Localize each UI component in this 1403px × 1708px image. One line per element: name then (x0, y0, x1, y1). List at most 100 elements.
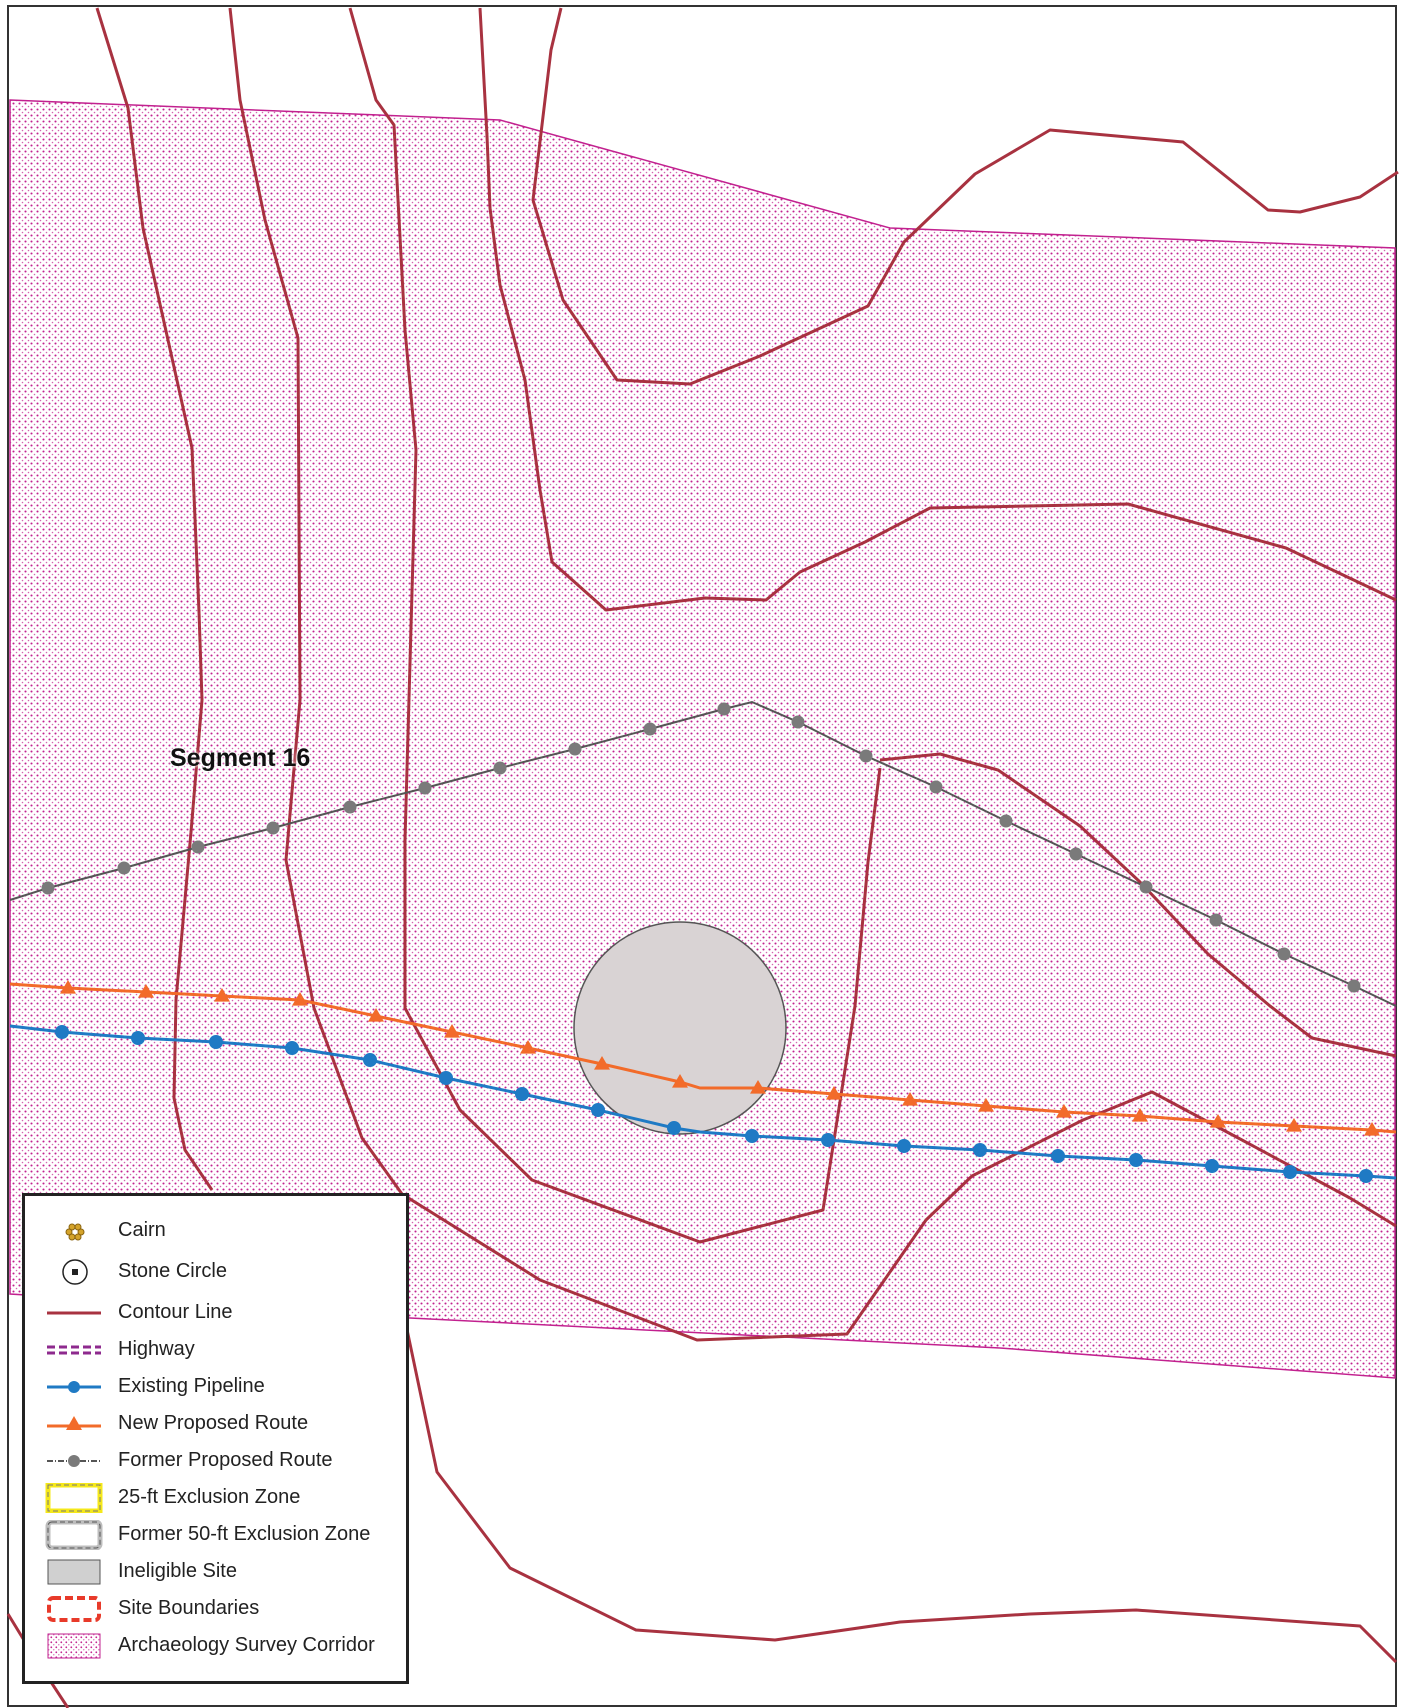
former-route-point (41, 881, 55, 895)
existing-pipeline (9, 1024, 1397, 1183)
contour-line-icon (47, 1311, 101, 1315)
pipeline-point (209, 1035, 223, 1049)
former-route-point (117, 861, 131, 875)
stone-circle-icon (62, 1259, 88, 1285)
former-route-point (929, 780, 943, 794)
new-route-point (1210, 1114, 1226, 1128)
legend-item-exclusion-25ft: 25-ft Exclusion Zone (25, 1483, 405, 1513)
legend-item-former-exclusion-50ft: Former 50-ft Exclusion Zone (25, 1520, 405, 1550)
segment-label: Segment 16 (170, 744, 311, 772)
pipeline-point (515, 1087, 529, 1101)
pipeline-point (973, 1143, 987, 1157)
ineligible-site-icon (47, 1559, 101, 1585)
pipeline-point (439, 1071, 453, 1085)
new-route-point (444, 1024, 460, 1038)
contour-line (348, 7, 882, 1244)
former-route-point (643, 722, 657, 736)
ineligible-site (573, 921, 787, 1135)
former-route-point (418, 781, 432, 795)
former-route-point (1277, 947, 1291, 961)
legend-item-former-proposed-route: Former Proposed Route (25, 1446, 405, 1476)
former-route-point (568, 742, 582, 756)
survey-corridor-icon (47, 1633, 101, 1659)
contour-line (478, 7, 1397, 612)
legend-label: Stone Circle (118, 1260, 227, 1282)
pipeline-point (591, 1103, 605, 1117)
former-route-point (1139, 880, 1153, 894)
pipeline-point (1129, 1153, 1143, 1167)
legend-item-survey-corridor: Archaeology Survey Corridor (25, 1631, 405, 1661)
legend-label: Former Proposed Route (118, 1449, 333, 1471)
former-route-point (717, 702, 731, 716)
new-route-point (902, 1092, 918, 1106)
new-route-point (368, 1008, 384, 1022)
pipeline-point (1051, 1149, 1065, 1163)
former-route-point (859, 749, 873, 763)
new-route-point (826, 1086, 842, 1100)
legend-item-cairn: Cairn (25, 1216, 405, 1246)
legend-item-contour-line: Contour Line (25, 1298, 405, 1328)
legend-item-new-proposed-route: New Proposed Route (25, 1409, 405, 1439)
legend-item-highway: Highway (25, 1335, 405, 1365)
contour-line (401, 1090, 1397, 1342)
pipeline-point (821, 1133, 835, 1147)
former-proposed-route-icon (47, 1455, 101, 1467)
pipeline-point (55, 1025, 69, 1039)
former-route-point (1347, 979, 1361, 993)
new-route-point (594, 1056, 610, 1070)
former-route-point (493, 761, 507, 775)
new-route-point (214, 988, 230, 1002)
legend-label: Highway (118, 1338, 195, 1360)
pipeline-point (897, 1139, 911, 1153)
contour-line (95, 7, 214, 1191)
highway-icon (47, 1345, 101, 1355)
legend-label: Site Boundaries (118, 1597, 260, 1619)
new-proposed-route-icon (47, 1416, 101, 1430)
pipeline-point (131, 1031, 145, 1045)
legend-label: 25-ft Exclusion Zone (118, 1486, 301, 1508)
contour-line (879, 752, 1397, 1058)
pipeline-point (285, 1041, 299, 1055)
legend-label: Contour Line (118, 1301, 233, 1323)
legend-label: Cairn (118, 1219, 166, 1241)
new-route-point (750, 1080, 766, 1094)
existing-pipeline-icon (47, 1381, 101, 1393)
legend-label: Ineligible Site (118, 1560, 237, 1582)
new-route-point (1364, 1122, 1380, 1136)
new-route-point (1132, 1108, 1148, 1122)
legend-label: New Proposed Route (118, 1412, 309, 1434)
new-route-point (520, 1040, 536, 1054)
legend-item-ineligible-site: Ineligible Site (25, 1557, 405, 1587)
legend-item-existing-pipeline: Existing Pipeline (25, 1372, 405, 1402)
new-route-point (672, 1074, 688, 1088)
pipeline-point (363, 1053, 377, 1067)
contour-line (531, 7, 1399, 386)
archaeology-survey-corridor (9, 99, 1396, 1379)
pipeline-point (1359, 1169, 1373, 1183)
legend-label: Former 50-ft Exclusion Zone (118, 1523, 371, 1545)
new-route-point (292, 992, 308, 1006)
pipeline-point (1283, 1165, 1297, 1179)
new-route-point (1286, 1118, 1302, 1132)
site-boundaries-icon (47, 1596, 101, 1622)
map-legend: Cairn Stone Circle Contour Line Highway … (22, 1193, 409, 1684)
cairn-icon (65, 1223, 85, 1241)
former-route-point (791, 715, 805, 729)
contour-line (403, 1319, 1398, 1664)
legend-label: Archaeology Survey Corridor (118, 1634, 375, 1656)
former-route-point (999, 814, 1013, 828)
new-route-point (60, 980, 76, 994)
legend-item-stone-circle: Stone Circle (25, 1257, 405, 1287)
former-exclusion-50ft-icon (45, 1520, 103, 1550)
pipeline-point (745, 1129, 759, 1143)
pipeline-point (1205, 1159, 1219, 1173)
exclusion-25ft-icon (45, 1483, 103, 1513)
new-proposed-route (9, 980, 1397, 1136)
former-route-point (1069, 847, 1083, 861)
pipeline-point (667, 1121, 681, 1135)
former-route-point (191, 840, 205, 854)
legend-label: Existing Pipeline (118, 1375, 265, 1397)
contour-line (228, 7, 404, 1195)
former-route-point (266, 821, 280, 835)
former-proposed-route (9, 700, 1397, 1007)
